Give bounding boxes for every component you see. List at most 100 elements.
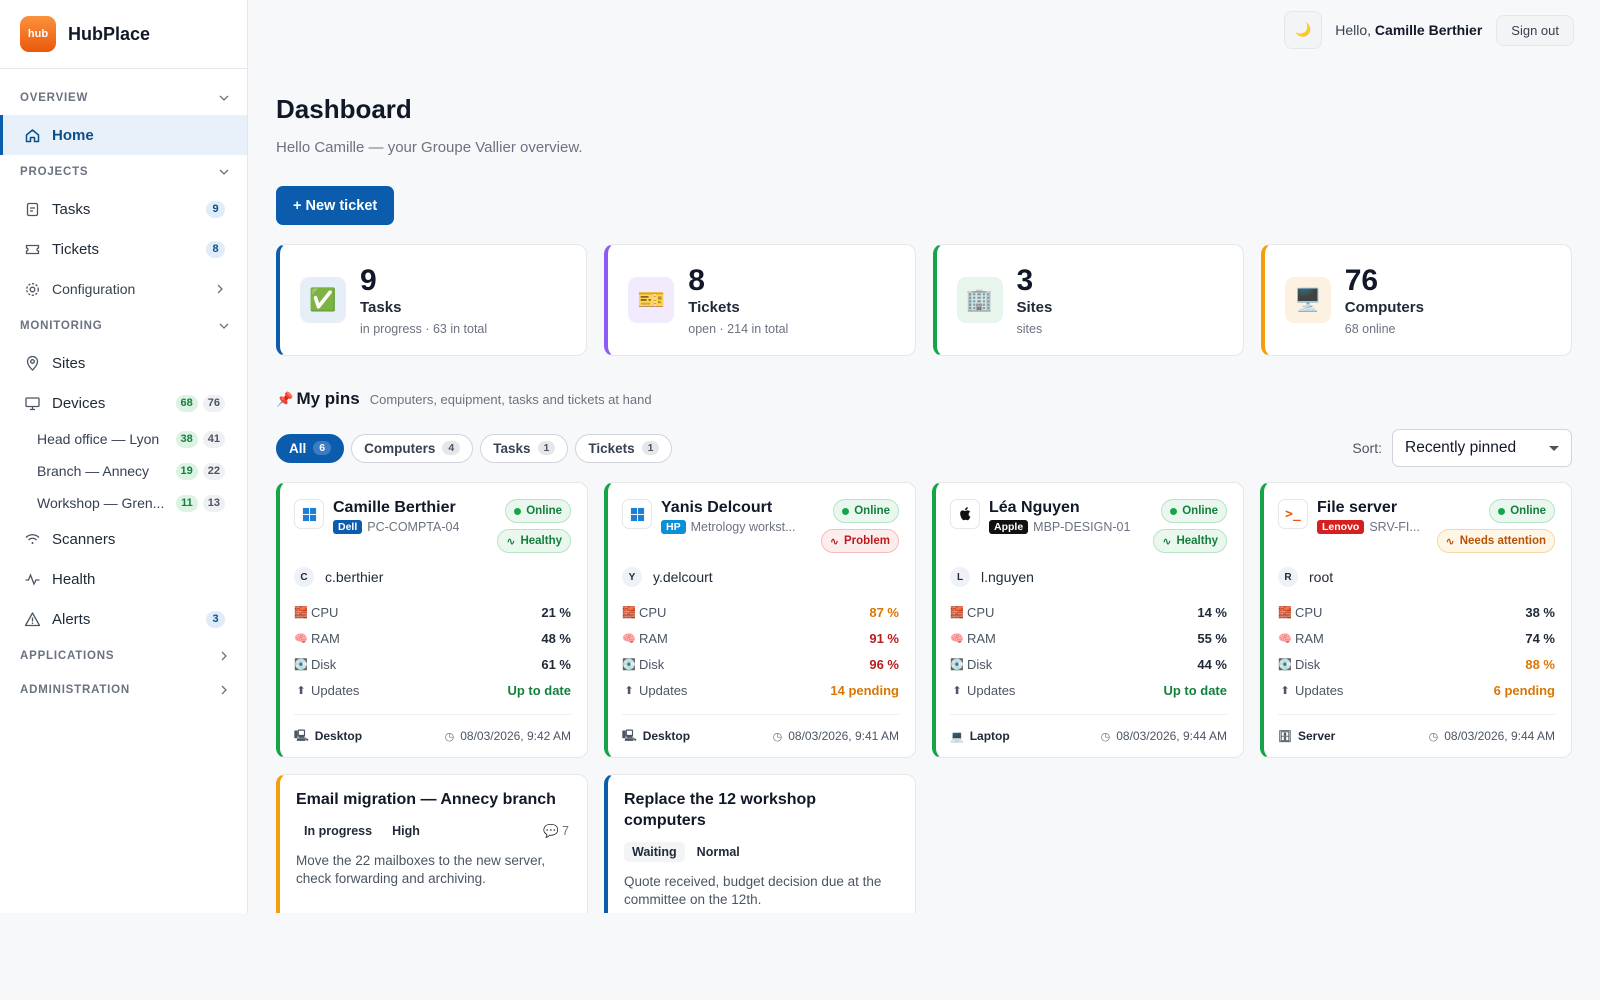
computer-name[interactable]: Yanis Delcourt [661,499,773,516]
ticket-card[interactable]: Email migration — Annecy branch In progre… [276,774,588,913]
metric-key: 🧠 RAM [294,631,340,646]
stat-subtext: 68 online [1344,321,1396,336]
ticket-title[interactable]: Replace the 12 workshop computers [624,791,817,829]
filter-label: All [289,440,307,456]
brand[interactable]: hub HubPlace [0,0,247,69]
section-label: OVERVIEW [20,92,89,104]
sign-out-button[interactable]: Sign out [1496,14,1574,46]
sidebar-item-label: Sites [52,354,86,372]
stat-subtext: in progress · 63 in total [360,321,488,336]
metric-label: Disk [311,656,337,672]
computer-card[interactable]: >_ File server Lenovo SRV-FI... Online ∿ Needs… [1260,482,1572,758]
gear-icon [24,281,41,298]
computer-info: Léa Nguyen Apple MBP-DESIGN-01 [989,499,1147,534]
computer-name[interactable]: Camille Berthier [333,499,456,516]
stat-text: 9 Tasks in progress · 63 in total [360,264,488,336]
pulse-icon: ∿ [1162,535,1172,548]
stat-text: 3 Sites sites [1017,264,1053,336]
metric-label: Updates [1295,682,1344,698]
section-applications[interactable]: APPLICATIONS [0,639,247,673]
brand-tag: Dell [333,520,363,534]
total-count-badge: 76 [202,394,225,412]
hostname: MBP-DESIGN-01 [1033,520,1131,534]
server-icon: 🗄 [1278,730,1292,743]
cpu-icon: 🧱 [1278,606,1292,619]
stat-card-computers[interactable]: 🖥️ 76 Computers 68 online [1260,244,1572,356]
sidebar-item-health[interactable]: Health [0,559,247,599]
stat-card-sites[interactable]: 🏢 3 Sites sites [932,244,1244,356]
sidebar-item-home[interactable]: Home [0,115,247,155]
pin-filters: All 6 Computers 4 Tasks 1 Tickets 1 Sort: Re… [276,429,1572,467]
metric-row-updates: ⬆ Updates Up to date [950,677,1227,703]
ticket-meta: Waiting Normal [624,842,897,862]
ticket-title[interactable]: Email migration — Annecy branch [296,791,556,808]
theme-toggle-button[interactable]: 🌙 [1284,11,1323,49]
computer-card[interactable]: Yanis Delcourt HP Metrology workst... Onlin… [604,482,916,758]
pins-title-text: My pins [296,389,360,408]
sort-select[interactable]: Recently pinned [1392,429,1572,467]
metric-label: CPU [311,604,339,620]
comment-count: 💬 7 [543,824,569,839]
sidebar-item-scanners[interactable]: Scanners [0,519,247,559]
avatar: C [294,567,314,587]
comment-count-value: 7 [562,823,569,838]
stat-card-tickets[interactable]: 🎫 8 Tickets open · 214 in total [604,244,916,356]
card-header: Yanis Delcourt HP Metrology workst... Onlin… [622,499,899,553]
metric-row-updates: ⬆ Updates 14 pending [622,677,899,703]
filter-label: Computers [364,440,436,456]
updates-icon: ⬆ [296,684,306,697]
activity-icon [24,571,41,588]
metric-value: 96 % [869,656,899,672]
metric-value: 21 % [541,604,571,620]
sidebar-item-alerts[interactable]: Alerts 3 [0,599,247,639]
computer-card[interactable]: Camille Berthier Dell PC-COMPTA-04 Online ∿ H… [276,482,588,758]
metric-value: Up to date [507,682,571,698]
chevron-down-icon [219,95,229,101]
card-footer: 🖳 Desktop ◷ 08/03/2026, 9:41 AM [622,714,899,757]
username: c.berthier [325,569,384,585]
section-administration[interactable]: ADMINISTRATION [0,673,247,707]
online-count-badge: 68 [175,394,198,412]
stat-number: 76 [1344,263,1379,297]
brand-name: HubPlace [68,23,151,44]
section-monitoring[interactable]: MONITORING [0,309,247,343]
sidebar-nav: OVERVIEW Home PROJECTS Tasks 9 Tickets 8 [0,69,247,707]
stat-card-tasks[interactable]: ✅ 9 Tasks in progress · 63 in total [276,244,588,356]
filter-computers[interactable]: Computers 4 [351,433,474,463]
sidebar-subitem-site[interactable]: Branch — Annecy 19 22 [0,455,247,487]
metric-label: RAM [639,630,668,646]
map-pin-icon [24,355,41,372]
sidebar-subitem-site[interactable]: Workshop — Gren... 11 13 [0,487,247,519]
chevron-right-icon [221,685,227,695]
card-footer: 🖳 Desktop ◷ 08/03/2026, 9:42 AM [294,714,571,757]
section-projects[interactable]: PROJECTS [0,155,247,189]
metric-row-disk: 💽 Disk 96 % [622,651,899,677]
computer-name[interactable]: File server [1317,499,1398,516]
filter-tickets[interactable]: Tickets 1 [575,433,673,463]
metric-label: CPU [639,604,667,620]
clock-icon: ◷ [1428,730,1439,743]
metric-key: 🧠 RAM [1278,631,1324,646]
sidebar-item-sites[interactable]: Sites [0,343,247,383]
computer-card[interactable]: Léa Nguyen Apple MBP-DESIGN-01 Online ∿ Healt… [932,482,1244,758]
sidebar-subitem-site[interactable]: Head office — Lyon 38 41 [0,423,247,455]
sidebar-item-configuration[interactable]: Configuration [0,269,247,309]
sidebar-item-devices[interactable]: Devices 68 76 [0,383,247,423]
sidebar-item-tickets[interactable]: Tickets 8 [0,229,247,269]
filter-all[interactable]: All 6 [276,433,345,463]
device-type: 🖳 Desktop [294,727,362,746]
sidebar-item-tasks[interactable]: Tasks 9 [0,189,247,229]
section-overview[interactable]: OVERVIEW [0,81,247,115]
sidebar-item-label: Tickets [52,240,99,258]
ticket-status: In progress [304,824,373,838]
new-ticket-button[interactable]: + New ticket [276,186,395,225]
computer-name[interactable]: Léa Nguyen [989,499,1080,516]
metric-key: 🧱 CPU [622,605,666,620]
page-subtitle: Hello Camille — your Groupe Vallier over… [276,139,583,156]
sort-control: Sort: Recently pinned [1352,429,1572,467]
filter-tasks[interactable]: Tasks 1 [480,433,569,463]
stat-subtext: open · 214 in total [688,321,789,336]
ticket-card[interactable]: Replace the 12 workshop computers Waiting… [604,774,916,913]
